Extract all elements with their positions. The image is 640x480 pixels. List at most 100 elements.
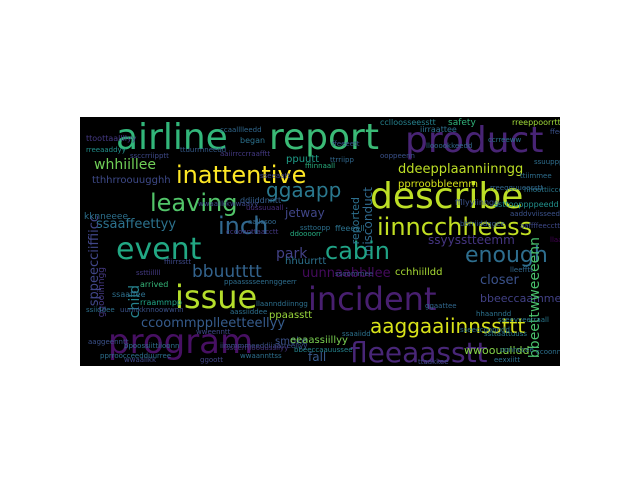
cloud-word: airline (116, 117, 228, 158)
cloud-word: enough (465, 243, 548, 268)
cloud-word: bbeeccaauussee (294, 346, 353, 354)
cloud-word: leaving (150, 189, 238, 217)
cloud-word: pprroobbleemm (398, 179, 479, 190)
cloud-word: ccoonnttiinnuuee (536, 348, 560, 356)
cloud-word: eexxiitt (494, 356, 521, 364)
cloud-word: event (116, 232, 202, 267)
cloud-word: wwaallkk (124, 356, 157, 364)
cloud-word: ttuurrnneedd (180, 146, 227, 154)
cloud-word: cchhiilldd (395, 267, 443, 278)
cloud-word: ccrreeww (488, 136, 522, 144)
cloud-word: ccoonnttaacctt (226, 228, 279, 236)
cloud-word: ffiirrsstt (164, 258, 192, 266)
cloud-word: rreeaaddyy (86, 146, 126, 154)
cloud-word: iirraattee (420, 125, 457, 134)
cloud-word: sseevveerraall (498, 316, 549, 324)
cloud-word: uussuuaall (246, 204, 284, 212)
cloud-word: iinncchheess (377, 213, 533, 241)
cloud-word: llaatteerr (550, 236, 560, 244)
cloud-word: uunnkknnoowwnn (120, 306, 184, 314)
cloud-word: closer (480, 273, 519, 288)
cloud-word: ppaasssseennggeerr (224, 278, 297, 286)
cloud-word: ooppeenn (380, 152, 415, 160)
cloud-word: smoke (275, 336, 308, 347)
cloud-word: ssttoopp (300, 224, 331, 232)
cloud-word: reported (349, 197, 362, 245)
cloud-word: park (276, 246, 308, 262)
cloud-word: jetway (285, 206, 325, 220)
cloud-word: ppaasstt (269, 310, 313, 321)
cloud-word: ffeeww (550, 128, 560, 136)
cloud-word: wwoouulldd (464, 344, 530, 357)
cloud-word: uunnaabbllee (302, 266, 391, 281)
cloud-word: safety (448, 118, 476, 128)
cloud-word: ssccrriipptt (130, 152, 169, 160)
cloud-word: ssiiddee (86, 306, 115, 314)
cloud-word: iimmmmeeddiiaatteellyy (220, 342, 308, 350)
cloud-word: hhuurrtt (285, 256, 327, 267)
word-cloud: airline report product inattentive descr… (80, 117, 560, 366)
cloud-word: ffeeeett (332, 140, 360, 148)
cloud-word: fleeaasstt (350, 336, 488, 367)
cloud-word: product (405, 120, 544, 161)
cloud-word: ssoommee (335, 270, 374, 278)
cloud-word: wwaallkkwwaayy (198, 200, 259, 208)
cloud-word: llaannddiinngg (256, 300, 308, 308)
cloud-word: ccaalllleedd (220, 126, 262, 134)
cloud-word: ssttaattuuss (484, 330, 528, 338)
cloud-word: aaddvviisseedd (510, 210, 560, 218)
cloud-word: bbeeccaammee (480, 292, 560, 305)
cloud-word: issue (175, 278, 258, 316)
cloud-word: sseeccoonndd (460, 326, 510, 334)
cloud-word: bbeettwweeeenn (527, 237, 543, 359)
cloud-word: ffllyyiinngg (455, 198, 500, 207)
cloud-word: tthhrroouugghh (92, 175, 171, 186)
cloud-word: cclloosseesstt (380, 118, 436, 127)
cloud-word: ggoott (200, 356, 223, 364)
cloud-word: cabin (325, 237, 391, 265)
cloud-word: kknneeee (84, 212, 128, 222)
cloud-word: rreeqquueesstt (490, 184, 544, 192)
cloud-word: arrived (140, 280, 169, 289)
cloud-word: ssaaffeettyy (96, 217, 177, 232)
cloud-word: aaiirrccrraafftt (220, 150, 271, 158)
cloud-word: report (269, 117, 379, 158)
cloud-word: fall (308, 350, 327, 364)
cloud-word: eeaassiillyy (290, 335, 348, 346)
cloud-word: sseerriioouussllyy (226, 344, 289, 352)
cloud-word: sseeaatt (260, 172, 290, 180)
cloud-word: program (108, 322, 254, 362)
cloud-word: wwaannttss (240, 352, 282, 360)
cloud-word: wweenntt (196, 328, 231, 336)
cloud-word: nnoottiicceedd (524, 186, 560, 194)
cloud-word: ttaakkee (418, 358, 449, 366)
cloud-word: ggaattee (425, 302, 457, 310)
cloud-word: describe (370, 176, 524, 217)
cloud-word: ssttooppppeedd (494, 200, 559, 209)
cloud-word: ggaapp (266, 178, 342, 202)
cloud-word: bbrriiddggee (460, 220, 505, 228)
cloud-word: bbuutttt (192, 262, 262, 282)
cloud-word: ffeeeell (335, 224, 365, 233)
cloud-word: aaggeenntt (88, 338, 129, 346)
cloud-word: ssaaffee (112, 290, 146, 299)
cloud-word: ssuuppppoosseedd (534, 158, 560, 166)
cloud-word: began (240, 136, 266, 145)
cloud-word: aaffffeecctteedd (520, 222, 560, 230)
cloud-word: ccoommpplleetteellyy (141, 316, 286, 331)
cloud-word: inattentive (176, 161, 307, 189)
cloud-word: ppuutt (286, 154, 320, 165)
cloud-word: ttoottaallllyy (86, 134, 137, 143)
cloud-word: rraammpp (140, 298, 182, 307)
cloud-word: ddoooorr (290, 230, 322, 238)
cloud-word: ttiimmee (520, 172, 552, 180)
cloud-word: hhaanndd (476, 310, 512, 318)
cloud-word: ffiinnaall (305, 162, 336, 170)
cloud-word: aassiiddee (230, 308, 268, 316)
cloud-word: aallssoo (248, 218, 277, 226)
cloud-word: llooookkeedd (426, 142, 473, 150)
cloud-word: rreeppoorrttiinngg (512, 118, 560, 127)
cloud-word: incident (308, 280, 437, 318)
cloud-word: inch (218, 212, 269, 240)
cloud-word: pprroocceedduurree (100, 352, 172, 360)
